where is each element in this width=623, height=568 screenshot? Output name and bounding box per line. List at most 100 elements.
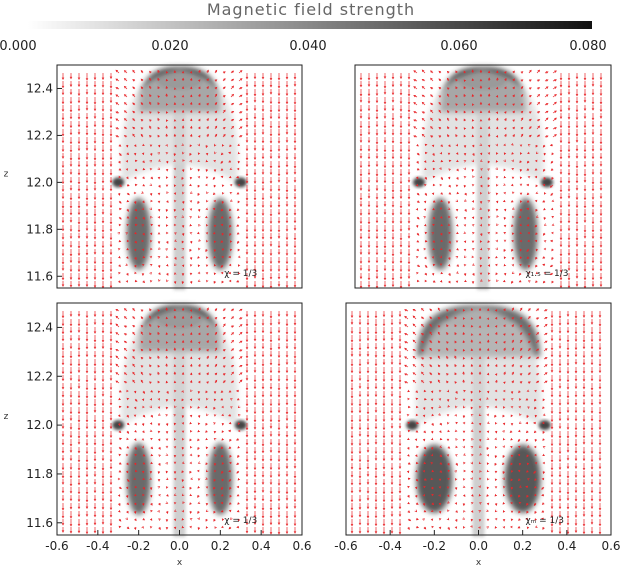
velocity-arrowhead [133, 248, 137, 252]
velocity-arrowhead [181, 356, 185, 359]
velocity-arrowhead [399, 181, 403, 185]
velocity-arrowhead [126, 247, 129, 251]
velocity-arrowhead [277, 394, 281, 398]
velocity-arrowhead [293, 285, 297, 288]
velocity-arrowhead [181, 454, 185, 457]
velocity-arrowhead [150, 437, 153, 441]
velocity-arrowhead [417, 200, 420, 203]
velocity-arrowhead [424, 231, 428, 235]
velocity-arrowhead [118, 519, 122, 522]
velocity-arrowhead [455, 216, 458, 219]
velocity-arrowhead [173, 119, 177, 122]
velocity-arrowhead [149, 247, 153, 251]
velocity-arrowhead [109, 459, 113, 463]
velocity-arrowhead [554, 79, 557, 82]
velocity-arrowhead [495, 175, 499, 179]
velocity-arrowhead [447, 93, 450, 97]
velocity-arrowhead [189, 438, 192, 442]
velocity-arrowhead [495, 126, 499, 130]
velocity-arrowhead [537, 87, 541, 90]
velocity-arrowhead [140, 325, 144, 328]
velocity-arrowhead [359, 165, 363, 169]
velocity-arrowhead [119, 390, 122, 393]
velocity-arrowhead [149, 405, 152, 409]
velocity-arrowhead [269, 149, 273, 153]
velocity-arrowhead [93, 244, 97, 248]
velocity-arrowhead [119, 207, 122, 211]
velocity-arrowhead [174, 175, 177, 179]
velocity-arrowhead [367, 101, 371, 104]
velocity-arrowhead [231, 380, 235, 384]
velocity-arrowhead [61, 490, 65, 494]
velocity-arrowhead [455, 256, 459, 259]
velocity-arrowhead [261, 269, 265, 273]
velocity-arrowhead [69, 516, 73, 519]
velocity-arrowhead [109, 482, 113, 486]
velocity-arrowhead [269, 110, 273, 113]
velocity-arrowhead [239, 308, 243, 312]
velocity-arrowhead [277, 498, 281, 502]
velocity-arrowhead [359, 109, 363, 113]
velocity-arrowhead [101, 420, 105, 423]
velocity-arrowhead [213, 224, 217, 228]
velocity-arrowhead [77, 347, 81, 351]
velocity-arrowhead [142, 176, 145, 180]
velocity-arrowhead [93, 314, 97, 318]
velocity-arrowhead [359, 229, 363, 232]
velocity-arrowhead [591, 132, 595, 135]
velocity-arrowhead [253, 108, 257, 111]
velocity-arrowhead [69, 402, 73, 406]
velocity-arrowhead [101, 157, 105, 161]
velocity-arrowhead [440, 233, 443, 236]
velocity-arrowhead [115, 323, 119, 327]
velocity-arrowhead [559, 77, 563, 81]
velocity-arrowhead [269, 434, 273, 437]
velocity-arrowhead [424, 143, 428, 147]
field-strength-map [413, 67, 553, 291]
velocity-arrowhead [61, 92, 65, 96]
velocity-arrowhead [85, 125, 89, 129]
velocity-arrowhead [413, 119, 416, 122]
velocity-arrowhead [359, 221, 363, 225]
velocity-arrowhead [554, 117, 557, 121]
velocity-arrowhead [165, 399, 169, 402]
velocity-arrowhead [126, 526, 130, 530]
velocity-arrowhead [61, 475, 65, 479]
velocity-arrowhead [69, 363, 73, 367]
velocity-arrowhead [455, 208, 459, 212]
velocity-arrowhead [549, 185, 553, 188]
velocity-arrowhead [141, 264, 145, 267]
velocity-arrowhead [245, 491, 249, 495]
velocity-arrowhead [123, 325, 127, 328]
velocity-arrowhead [149, 232, 153, 236]
velocity-arrowhead [149, 315, 152, 319]
velocity-arrowhead [149, 422, 153, 425]
velocity-arrowhead [519, 263, 522, 267]
velocity-arrowhead [157, 325, 161, 328]
velocity-arrowhead [293, 148, 297, 151]
velocity-arrowhead [253, 181, 257, 184]
velocity-arrowhead [447, 77, 450, 81]
velocity-arrowhead [511, 176, 515, 180]
velocity-arrowhead [424, 256, 427, 260]
velocity-arrowhead [189, 380, 193, 383]
velocity-arrowhead [487, 240, 490, 243]
velocity-arrowhead [165, 224, 169, 227]
velocity-arrowhead [142, 255, 146, 259]
velocity-arrowhead [591, 253, 595, 257]
velocity-arrowhead [277, 125, 281, 129]
velocity-arrowhead [527, 272, 531, 275]
velocity-arrowhead [293, 76, 297, 80]
velocity-arrowhead [261, 379, 265, 382]
velocity-arrowhead [125, 168, 129, 171]
velocity-arrowhead [285, 506, 289, 510]
velocity-arrowhead [472, 191, 475, 195]
velocity-arrowhead [181, 518, 185, 521]
velocity-arrowhead [237, 200, 240, 204]
velocity-arrowhead [173, 509, 177, 512]
velocity-arrowhead [181, 240, 185, 244]
velocity-arrowhead [439, 207, 443, 211]
velocity-arrowhead [253, 172, 257, 176]
velocity-arrowhead [85, 276, 89, 280]
velocity-arrowhead [261, 498, 265, 502]
